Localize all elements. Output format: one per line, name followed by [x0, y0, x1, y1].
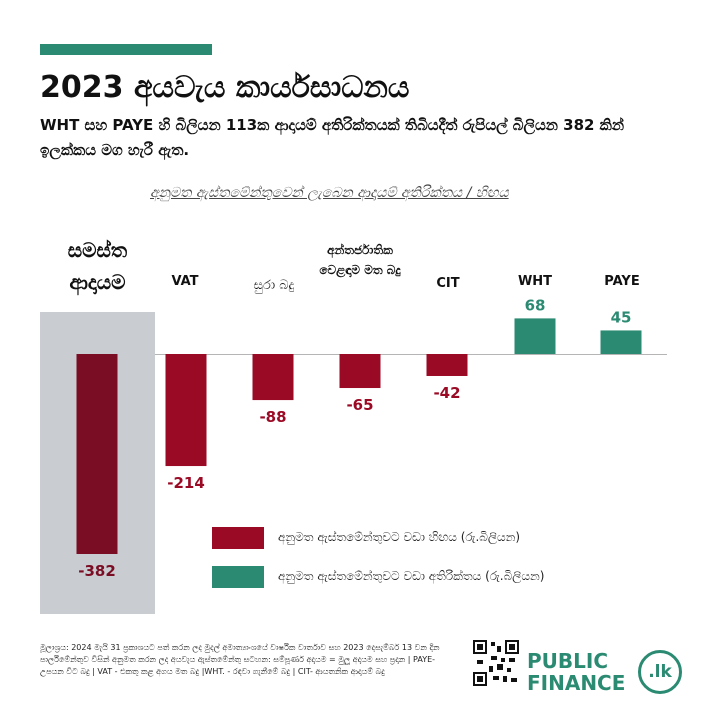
- brand-badge: .lk: [638, 650, 682, 694]
- bar-cit: [426, 354, 468, 376]
- top-accent-rule: [40, 44, 212, 55]
- value-label-trade-tax: -65: [346, 396, 373, 414]
- publicfinance-logo[interactable]: PUBLIC FINANCE: [527, 650, 625, 694]
- bar-paye: [600, 330, 642, 354]
- legend-label-deficit: අනුමත ඇස්තමේන්තුවට වඩා හිඟය (රු.බිලියන): [278, 530, 521, 544]
- category-label-wht: WHT: [517, 274, 553, 289]
- bar-excise: [252, 354, 294, 401]
- bar-vat: [165, 354, 207, 467]
- page-subtitle: WHT සහ PAYE හි බිලියන 113ක ආදායම් අතිරික…: [40, 116, 625, 159]
- value-label-vat: -214: [167, 474, 205, 492]
- total-label-line-2: ආදායම: [69, 270, 126, 294]
- zero-baseline: [155, 354, 667, 355]
- category-label-cit: CIT: [436, 276, 460, 291]
- legend-label-surplus: අනුමත ඇස්තමේන්තුවට වඩා අතිරික්තය (රු.බිල…: [278, 569, 545, 583]
- bar-wht: [514, 318, 556, 354]
- chart-title: අනුමත ඇස්තමේන්තුවෙන් ලැබෙන ආදායම් අතිරික…: [150, 185, 509, 201]
- brand-line-1: PUBLIC: [527, 649, 609, 673]
- legend-swatch-surplus: [212, 566, 264, 588]
- value-label-paye: 45: [611, 308, 632, 326]
- source-note: මූලාශ්‍රය: 2024 මැයි 31 ප්‍රකාශයට පත් කර…: [40, 643, 440, 676]
- total-label-line-1: සමස්ත: [67, 238, 128, 262]
- page-title: 2023 අයවැය කාර්යසාධනය: [40, 70, 410, 105]
- value-label-total: -382: [78, 562, 116, 580]
- bar-total: [76, 354, 118, 554]
- qr-code-icon[interactable]: [473, 640, 519, 686]
- category-label-excise: සුරා බදු: [253, 278, 295, 293]
- value-label-cit: -42: [433, 384, 460, 402]
- brand-line-2: FINANCE: [527, 671, 626, 695]
- legend-swatch-deficit: [212, 527, 264, 549]
- value-label-excise: -88: [259, 408, 286, 426]
- bar-trade-tax: [339, 354, 381, 389]
- total-label-box: [40, 230, 155, 312]
- category-label-vat: VAT: [171, 274, 199, 289]
- category-label-paye: PAYE: [604, 274, 640, 289]
- value-label-wht: 68: [525, 296, 546, 314]
- total-revenue-label: සමස්ත ආදායම: [40, 234, 155, 298]
- category-label-trade-tax: අන්තර්ජාතික වෙළඳාම මත බදු: [319, 243, 401, 277]
